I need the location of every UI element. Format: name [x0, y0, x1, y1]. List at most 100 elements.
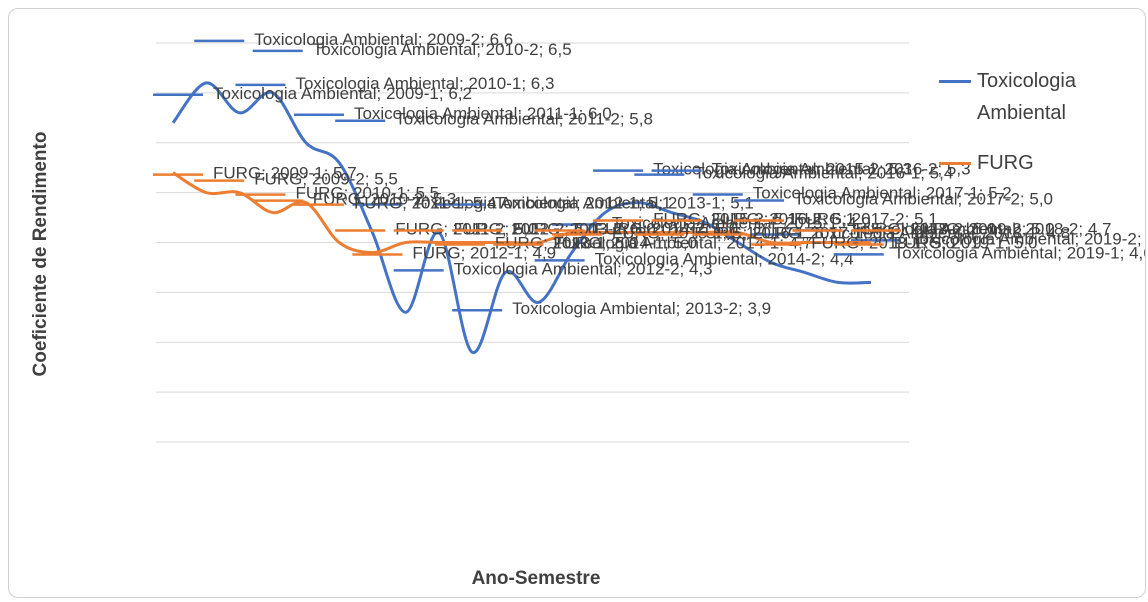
data-label-part: ;: [937, 160, 946, 179]
data-label-part: 2017-1: [810, 224, 863, 243]
data-label: FURG; 2019-1; 5,0: [894, 234, 1038, 253]
data-label-part: ;: [523, 244, 532, 263]
data-label: Toxicologia Ambiental; 2013-1; 5,1: [495, 194, 754, 213]
data-label-part: ;: [602, 234, 611, 253]
data-label-part: Toxicologia Ambiental: [653, 160, 816, 179]
data-label-part: ;: [459, 74, 468, 93]
data-label: Toxicologia Ambiental; 2010-1; 6,3: [295, 74, 554, 93]
data-label-part: 2016-1: [752, 224, 805, 243]
data-label: Toxicologia Ambiental; 2015-2; 5,3: [653, 160, 912, 179]
data-label-part: 5,1: [873, 224, 897, 243]
data-label-part: ;: [1004, 234, 1013, 253]
data-label-part: 5,0: [514, 220, 538, 239]
data-label-part: Toxicologia Ambiental: [612, 214, 775, 233]
data-label-part: 5,3: [888, 160, 912, 179]
data-label-part: 6,2: [448, 84, 472, 103]
data-label-part: ;: [805, 224, 814, 243]
data-label: Toxicologia Ambiental; 2010-2; 6,5: [313, 40, 572, 59]
data-label-part: Toxicologia Ambiental: [412, 194, 575, 213]
data-label-part: 2010-2: [486, 40, 539, 59]
data-label-part: 5,8: [629, 110, 653, 129]
data-label-part: ;: [905, 210, 914, 229]
data-label-part: 2013-2: [685, 300, 738, 319]
chart-card: Coeficiente de Rendimento Ano-Semestre T…: [8, 8, 1146, 598]
data-label-part: 5,0: [931, 234, 955, 253]
y-axis-title: Coeficiente de Rendimento: [30, 132, 51, 377]
data-label-part: FURG: [295, 184, 343, 203]
data-label-part: 5,0: [1029, 190, 1053, 209]
data-label-part: 5,0: [673, 234, 697, 253]
data-label-part: ;: [344, 184, 353, 203]
data-label: FURG; 2014-1; 5,0: [553, 234, 697, 253]
data-label: Toxicologia Ambiental; 2018-2; 4,7: [853, 220, 1112, 239]
data-label-part: FURG: [894, 234, 942, 253]
data-label-part: Toxicologia Ambiental: [794, 190, 957, 209]
data-label-part: ;: [863, 224, 872, 243]
data-label: Toxicologia Ambiental; 2016-1; 5,4: [694, 164, 953, 183]
data-label-part: ;: [502, 220, 511, 239]
data-label: FURG; 2018-1; 5,0: [811, 234, 955, 253]
data-label-part: ;: [543, 234, 552, 253]
data-label: Toxicologia Ambiental; 2013-2; 3,9: [512, 300, 771, 319]
data-label-part: 2010-2: [370, 190, 423, 209]
data-label-part: ;: [875, 160, 884, 179]
data-label-part: ;: [775, 214, 784, 233]
data-label: FURG; 2011-1; 5,4: [354, 194, 496, 213]
data-label-part: 5,1: [773, 210, 797, 229]
data-label-part: 5,3: [433, 190, 457, 209]
data-label-part: ;: [1016, 220, 1025, 239]
data-label-part: ;: [717, 234, 726, 253]
data-label-part: ;: [1074, 230, 1083, 249]
data-label-part: 2018-1: [869, 234, 922, 253]
data-label-part: Toxicologia Ambiental: [213, 84, 376, 103]
data-label: Toxicologia Ambiental; 2014-1; 4,7: [553, 234, 812, 253]
data-label-part: ;: [443, 220, 452, 239]
data-label-part: ;: [1022, 220, 1031, 239]
data-label: FURG; 2010-1; 5,5: [295, 184, 439, 203]
data-label-part: ;: [680, 260, 689, 279]
data-label-part: Toxicologia Ambiental: [313, 40, 476, 59]
data-label-part: ;: [1137, 230, 1146, 249]
data-label-part: ;: [623, 220, 632, 239]
data-label-part: FURG: [753, 224, 801, 243]
data-label-part: 2010-1: [468, 74, 521, 93]
data-label: FURG; 2017-1; 5,1: [753, 224, 897, 243]
data-label-part: ;: [517, 104, 526, 123]
data-label-part: 2012-2: [627, 260, 680, 279]
data-label: FURG; 2017-2; 5,1: [794, 210, 938, 229]
data-label: Toxicologia Ambiental; 2009-1; 6,2: [213, 84, 472, 103]
data-label-part: FURG: [911, 220, 959, 239]
data-label: FURG; 2019-2; 5,0: [911, 220, 1055, 239]
data-label-part: 2017-2: [967, 190, 1020, 209]
data-label-part: Toxicologia Ambiental: [911, 230, 1074, 249]
data-label-part: 2019-1: [951, 234, 1004, 253]
data-label-part: ;: [959, 220, 968, 239]
data-label: Toxicologia Ambiental; 2018-1; 4,8: [811, 224, 1070, 243]
data-label: Toxicologia Ambiental; 2014-2; 4,4: [595, 250, 854, 269]
data-label-part: Toxicologia Ambiental: [753, 184, 916, 203]
data-label-part: 2015-2: [826, 160, 879, 179]
data-label-part: 2018-2: [910, 220, 963, 239]
data-label-part: 2013-1: [553, 234, 606, 253]
data-label-part: Toxicologia Ambiental: [553, 234, 716, 253]
data-label: FURG; 2016-2; 5,1: [712, 210, 856, 229]
data-label-part: 2016-2: [769, 210, 822, 229]
data-label-part: ;: [461, 244, 470, 263]
data-label-part: 2014-2: [768, 250, 821, 269]
data-label-part: 5,1: [814, 224, 838, 243]
data-label-part: 2009-2: [427, 30, 480, 49]
data-label-part: ;: [664, 234, 673, 253]
data-label-part: 2016-2: [885, 160, 938, 179]
data-label: Toxicologia Ambiental; 2019-2; 4,6: [911, 230, 1146, 249]
data-label-part: 2017-1: [926, 184, 979, 203]
data-label-part: FURG: [412, 244, 460, 263]
data-label-part: 6,5: [548, 40, 572, 59]
data-label-part: 5,4: [473, 194, 497, 213]
data-label-part: ;: [476, 40, 485, 59]
data-label-part: ;: [439, 84, 448, 103]
data-label-part: 2012-1: [585, 194, 638, 213]
data-label-part: 4,3: [689, 260, 713, 279]
data-label-part: ;: [1057, 244, 1066, 263]
data-label-part: 4,7: [1088, 220, 1112, 239]
data-label-part: FURG: [254, 170, 302, 189]
